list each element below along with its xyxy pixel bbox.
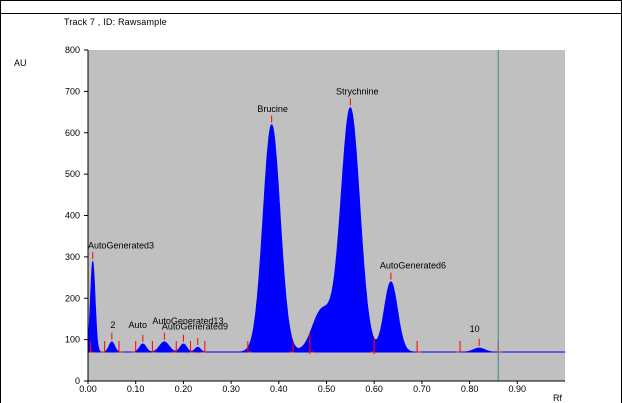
peak-label: AutoGenerated9 (162, 321, 228, 331)
x-tick-label: 0.30 (222, 384, 240, 394)
peak-boundary-marker (131, 341, 137, 353)
y-tick-label: 500 (65, 169, 80, 179)
y-tick-label: 800 (65, 45, 80, 55)
peak-boundary-marker (200, 341, 206, 353)
x-axis-label: Rf (553, 393, 562, 403)
x-tick-label: 0.10 (127, 384, 145, 394)
chart-title: Track 7 , ID: Rawsample (64, 17, 167, 27)
peak-boundary-marker (247, 341, 252, 353)
peak-label: 10 (470, 324, 480, 334)
x-tick-label: 0.90 (509, 384, 527, 394)
y-tick-label: 700 (65, 86, 80, 96)
y-tick-label: 0 (75, 376, 80, 386)
frame-divider (0, 13, 622, 14)
y-tick-label: 300 (65, 252, 80, 262)
x-tick-label: 0.20 (175, 384, 193, 394)
x-tick-label: 0.00 (79, 384, 97, 394)
peak-boundary-marker (416, 341, 422, 353)
peak-label: 2 (110, 320, 115, 330)
peak-boundary-marker (89, 341, 95, 353)
peak-label: AutoGenerated6 (380, 260, 446, 270)
x-tick-label: 0.70 (413, 384, 431, 394)
x-tick-label: 0.40 (270, 384, 288, 394)
y-tick-label: 600 (65, 128, 80, 138)
peak-label: Auto (129, 320, 148, 330)
x-tick-label: 0.50 (318, 384, 336, 394)
peak-label: AutoGenerated3 (88, 241, 154, 251)
peak-label: AutoGenerated13 (152, 316, 223, 326)
peak-boundary-marker (190, 341, 195, 353)
peak-label: Strychnine (336, 87, 379, 97)
y-axis-label: AU (14, 58, 27, 68)
x-tick-label: 0.60 (365, 384, 383, 394)
peak-boundary-marker (172, 341, 177, 353)
peak-boundary-marker (100, 341, 106, 353)
peak-boundary-marker (289, 341, 294, 353)
peak-boundary-marker (456, 341, 461, 353)
signal-area (87, 107, 566, 353)
peak-boundary-marker (151, 341, 157, 353)
y-tick-label: 400 (65, 211, 80, 221)
x-tick-label: 0.80 (461, 384, 479, 394)
y-tick-label: 200 (65, 293, 80, 303)
peak-label: Brucine (257, 104, 288, 114)
y-tick-label: 100 (65, 335, 80, 345)
peak-boundary-marker (118, 341, 124, 353)
